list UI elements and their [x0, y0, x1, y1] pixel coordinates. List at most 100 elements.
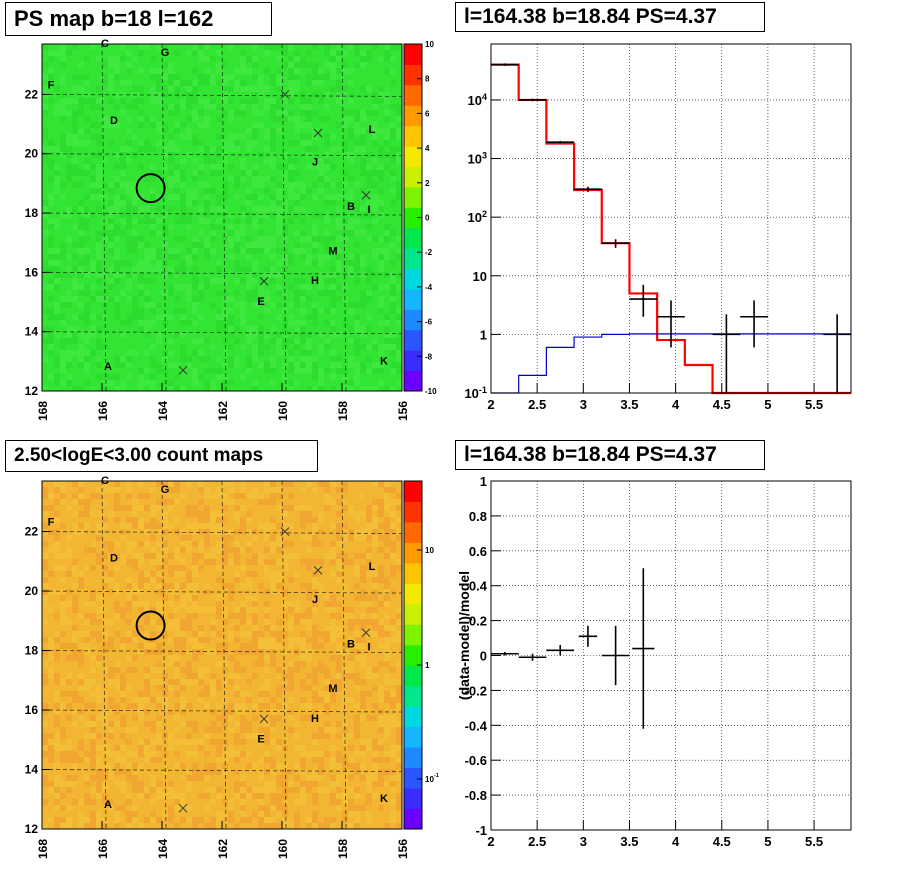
map-pixels	[42, 44, 402, 391]
count-map-title: 2.50<logE<3.00 count maps	[5, 440, 318, 472]
colorbar-tick-label: 1	[425, 661, 430, 670]
graticule-line	[161, 480, 167, 830]
x-tick-label: 4	[672, 834, 680, 849]
residual-panel: 2 2.5 3 3.5 4 4.5 5 5.5 1 0.8 0.6 0.4 0.2 0 -0.2 -0.4 -0…	[449, 437, 898, 875]
residual-chart: 2 2.5 3 3.5 4 4.5 5 5.5 1 0.8 0.6 0.4 0.2 0 -0.2 -0.4 -0…	[456, 474, 852, 849]
colorbar-tick-label: 8	[425, 75, 430, 84]
colorbar-segment	[404, 64, 422, 86]
colorbar-tick-label: -2	[425, 248, 433, 257]
source-label: K	[380, 793, 388, 805]
y-tick-label: 12	[25, 384, 39, 398]
y-tick-label: 0.8	[469, 509, 487, 524]
source-cross	[280, 90, 290, 99]
source-label: K	[380, 355, 388, 367]
colorbar-segment	[404, 767, 422, 789]
colorbar-segment	[404, 329, 422, 351]
graticule-line	[161, 43, 167, 392]
colorbar-segment	[404, 350, 422, 372]
ps-map-title: PS map b=18 l=162	[5, 2, 272, 36]
colorbar-segment	[404, 146, 422, 167]
colorbar-segment	[404, 644, 422, 666]
source-circle	[135, 173, 166, 204]
colorbar-segment	[404, 583, 422, 605]
colorbar-segment	[404, 726, 422, 748]
colorbar-segment	[404, 501, 422, 523]
spectrum-panel: 2 2.5 3 3.5 4 4.5 5 5.5 10-1 1 10 102 103 104 l=164.3…	[449, 0, 898, 437]
y-tick-label: -0.2	[465, 683, 487, 698]
source-label: L	[369, 561, 376, 573]
x-tick-label: 156	[396, 839, 410, 859]
y-tick-label: 16	[25, 703, 39, 717]
x-tick-label: 164	[156, 839, 170, 859]
source-cross	[313, 565, 323, 575]
y-tick-label: 103	[467, 151, 487, 167]
colorbar-tick-label: 10	[425, 546, 434, 555]
colorbar-tick-label: 10	[425, 40, 434, 49]
colorbar-tick-label: 6	[425, 109, 430, 118]
colorbar-tick-label: -6	[425, 318, 433, 327]
model-histogram	[491, 333, 851, 394]
y-tick-label: 0.4	[469, 579, 488, 594]
graticule-line	[101, 43, 107, 392]
colorbar-segment	[404, 248, 422, 270]
colorbar-segment	[404, 747, 422, 769]
x-tick-label: 5.5	[805, 834, 823, 849]
colorbar-segment	[404, 665, 422, 687]
source-cross	[259, 276, 269, 286]
count-map-chart: 168 166 164 162 160 158 156 12 14 16 18 20 22 C G F D L J B…	[25, 475, 439, 859]
map-pixels	[42, 481, 402, 829]
y-tick-label: 104	[467, 92, 487, 108]
x-tick-label: 3	[580, 834, 587, 849]
x-tick-label: 2	[487, 397, 494, 412]
spectrum-title: l=164.38 b=18.84 PS=4.37	[455, 2, 765, 32]
source-label: M	[328, 683, 337, 695]
source-label: F	[48, 517, 55, 529]
source-label: I	[367, 642, 370, 654]
y-tick-label: 16	[25, 265, 39, 279]
y-tick-label: 18	[25, 644, 39, 658]
y-tick-label: 14	[25, 325, 39, 339]
source-label: H	[311, 275, 319, 287]
source-label: G	[161, 47, 170, 59]
y-tick-label: 20	[25, 584, 39, 598]
y-tick-label: 0.2	[469, 614, 487, 629]
source-label: C	[101, 38, 109, 50]
colorbar-segment	[404, 84, 422, 106]
y-tick-label: 1	[480, 327, 487, 342]
colorbar-segment	[404, 788, 422, 810]
colorbar-tick-label: 2	[425, 179, 430, 188]
source-label: G	[161, 484, 170, 496]
graticule-line	[281, 43, 287, 392]
graticule-line	[281, 480, 287, 830]
y-tick-label: -0.4	[465, 718, 488, 733]
colorbar-tick-label: -4	[425, 283, 433, 292]
colorbar-segment	[404, 268, 422, 290]
y-tick-label: 14	[25, 763, 39, 777]
ps-map-chart: 168 166 164 162 160 158 156121416182022CGFDLJB…	[25, 38, 437, 421]
source-label: E	[257, 734, 264, 746]
x-tick-label: 2	[487, 834, 494, 849]
colorbar-segment	[404, 603, 422, 625]
x-tick-label: 5	[764, 834, 771, 849]
colorbar-segment	[404, 542, 422, 564]
x-tick-label: 168	[36, 839, 50, 859]
colorbar-tick-label: 4	[425, 144, 430, 153]
x-tick-label: 162	[216, 401, 230, 421]
colorbar-segment	[404, 624, 422, 646]
y-tick-label: 18	[25, 206, 39, 220]
map-background	[42, 44, 402, 391]
count-map-panel: 168 166 164 162 160 158 156 12 14 16 18 20 22 C G F D L J B…	[0, 437, 449, 875]
source-cross	[313, 128, 323, 138]
source-label: A	[104, 361, 112, 373]
colorbar-segment	[404, 562, 422, 584]
source-label: J	[312, 157, 318, 169]
y-tick-label: 20	[25, 147, 39, 161]
colorbar-segment	[404, 207, 422, 229]
source-label: L	[369, 124, 376, 136]
x-tick-label: 5	[764, 397, 771, 412]
source-label: E	[257, 296, 264, 308]
colorbar-segment	[404, 685, 422, 707]
y-tick-label: -0.8	[465, 788, 487, 803]
source-label: D	[110, 552, 118, 564]
source-label: B	[347, 201, 355, 213]
